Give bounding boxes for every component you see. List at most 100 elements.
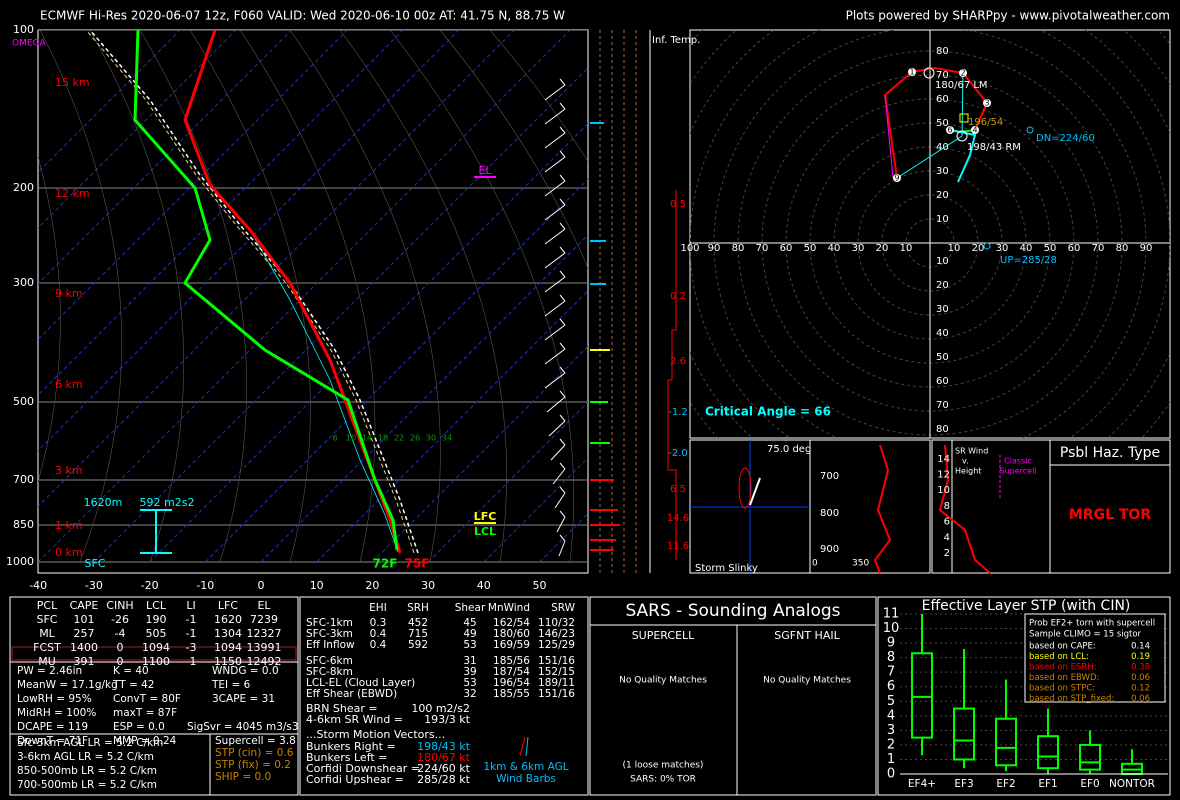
label: 80: [936, 46, 949, 57]
label: 20: [876, 243, 889, 254]
label: 0.38: [1131, 663, 1150, 673]
label: Corfidi Upshear =: [306, 773, 404, 786]
label: 196/54: [493, 677, 530, 689]
label: 0.12: [1131, 684, 1150, 694]
label: SRH: [407, 602, 429, 614]
label: 49: [463, 628, 476, 640]
label: DCAPE = 119: [17, 721, 88, 733]
label: 6: [887, 679, 895, 694]
label: 3-6km AGL LR = 5.2 C/km: [17, 751, 154, 763]
label: -40: [29, 579, 47, 592]
label: Sample CLIMO = 15 sigtor: [1029, 630, 1142, 640]
mu-row: [11, 646, 297, 661]
wind-barb: [552, 468, 566, 485]
label: Sfc-3km AGL LR = 5.2 C/km: [17, 737, 163, 749]
label: 592 m2s2: [140, 496, 195, 509]
label: EL: [257, 599, 271, 612]
label: 80: [1116, 243, 1129, 254]
label: SFC: [85, 557, 106, 570]
label: EF3: [954, 778, 973, 790]
label: 592: [408, 639, 428, 651]
label: 0: [258, 579, 265, 592]
label: 200: [13, 181, 34, 194]
wind-barb: [559, 198, 566, 206]
label: MU: [38, 655, 56, 668]
wind-barb: [544, 300, 566, 317]
label: v.: [962, 457, 969, 466]
label: SR Wind: [955, 447, 988, 456]
label: -4: [115, 627, 126, 640]
label: 60: [780, 243, 793, 254]
wind-barb: [519, 736, 526, 757]
label: SUPERCELL: [632, 629, 695, 642]
dry-adiabat: [89, 30, 185, 563]
label: maxT = 87F: [113, 707, 177, 719]
label: No Quality Matches: [763, 676, 851, 686]
dry-adiabat: [289, 30, 441, 563]
label: 300: [13, 276, 34, 289]
box: [1037, 735, 1059, 770]
label: 700-500mb LR = 5.2 C/km: [17, 779, 157, 791]
label: Psbl Haz. Type: [1060, 445, 1160, 461]
wind-barb: [544, 228, 566, 245]
label: 0.06: [1131, 673, 1150, 683]
label: 185/56: [493, 655, 530, 667]
label: Supercell: [999, 467, 1036, 476]
wind-barb: [559, 246, 566, 254]
isotherm: [483, 457, 588, 563]
label: STP (fix) = 0.2: [215, 759, 291, 771]
label: 70: [936, 70, 949, 81]
label: Bunkers Left =: [306, 751, 387, 764]
label: 0.06: [1131, 694, 1150, 704]
label: 5: [887, 694, 895, 709]
label: 14: [362, 434, 372, 443]
label: 90: [1140, 243, 1153, 254]
label: 1: [887, 752, 895, 767]
label: 31: [463, 655, 476, 667]
label: 3: [984, 99, 989, 108]
label: STP (cin) = 0.6: [215, 747, 294, 759]
label: 11.6: [667, 541, 689, 552]
label: 1620m: [84, 496, 123, 509]
label: EF4+: [908, 778, 936, 790]
wind-barb: [559, 78, 566, 86]
label: NONTOR: [1109, 778, 1155, 790]
label: 53: [463, 639, 476, 651]
label: 30: [852, 243, 865, 254]
label: CINH: [106, 599, 133, 612]
label: 190: [146, 613, 167, 626]
label: 0.2: [670, 291, 686, 302]
label: 198/43 kt: [417, 740, 471, 753]
wind-barb: [556, 516, 566, 533]
isotherm: [149, 122, 588, 563]
label: 162/54: [493, 617, 530, 629]
label: 185/55: [493, 688, 530, 700]
label: 196/54: [968, 117, 1003, 128]
wind-barb: [559, 342, 566, 350]
label: SFC: [37, 613, 58, 626]
label: ConvT = 80F: [113, 693, 181, 705]
wind-barb: [559, 534, 566, 542]
label: 4: [972, 126, 977, 135]
label: EF0: [1080, 778, 1099, 790]
label: 2: [960, 69, 965, 78]
label: -10: [196, 579, 214, 592]
label: Classic: [1004, 457, 1032, 466]
label: MMP = 0.24: [113, 735, 177, 747]
label: PW = 2.46in: [17, 665, 82, 677]
wind-barb: [544, 324, 566, 341]
label: 14.6: [667, 513, 689, 524]
label: 0: [812, 559, 818, 569]
label: SRW: [551, 602, 576, 614]
label: 20: [365, 579, 379, 592]
label: CAPE: [70, 599, 99, 612]
label: SARS: 0% TOR: [630, 775, 696, 785]
label: 12: [937, 470, 950, 481]
wind-barb: [559, 294, 566, 302]
isotherm: [38, 30, 237, 229]
label: -1: [186, 627, 197, 640]
wind-barb: [544, 180, 566, 197]
label: SHIP = 0.0: [215, 771, 271, 783]
label: SFC-1km: [306, 617, 353, 629]
